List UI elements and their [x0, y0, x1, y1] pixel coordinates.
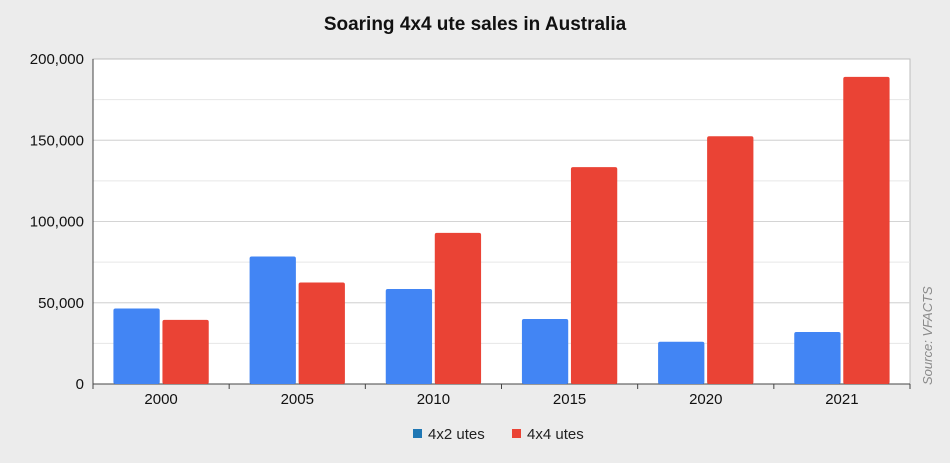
legend-marker-1: [413, 429, 422, 438]
y-tick-label: 150,000: [30, 132, 84, 149]
x-tick-label: 2020: [689, 391, 722, 408]
bar-4x4-utes-2010: [434, 232, 482, 384]
bar-4x4-utes-2000: [162, 319, 209, 384]
bar-4x4-utes-2021: [843, 76, 890, 384]
legend-marker-2: [512, 429, 521, 438]
bar-4x2-utes-2020: [658, 341, 705, 384]
legend-label-2: 4x4 utes: [527, 426, 584, 443]
y-tick-label: 200,000: [30, 51, 84, 68]
y-tick-label: 100,000: [30, 214, 84, 231]
bar-4x4-utes-2015: [570, 167, 618, 384]
legend-label-1: 4x2 utes: [428, 426, 485, 443]
y-tick-label: 50,000: [38, 295, 84, 312]
bar-4x2-utes-2000: [113, 308, 160, 384]
x-tick-label: 2010: [417, 391, 450, 408]
bar-4x4-utes-2005: [298, 282, 345, 384]
y-tick-label: 0: [76, 376, 84, 393]
bar-4x2-utes-2005: [249, 256, 296, 384]
chart-title: Soaring 4x4 ute sales in Australia: [323, 14, 627, 35]
x-tick-label: 2015: [553, 391, 586, 408]
bar-4x4-utes-2020: [707, 136, 754, 384]
x-tick-label: 2021: [825, 391, 858, 408]
x-tick-label: 2005: [281, 391, 314, 408]
source-note: Source: VFACTS: [920, 286, 935, 385]
bar-4x2-utes-2015: [521, 319, 569, 384]
bar-4x2-utes-2021: [794, 332, 841, 384]
bar-4x2-utes-2010: [385, 288, 433, 384]
x-tick-label: 2000: [144, 391, 177, 408]
